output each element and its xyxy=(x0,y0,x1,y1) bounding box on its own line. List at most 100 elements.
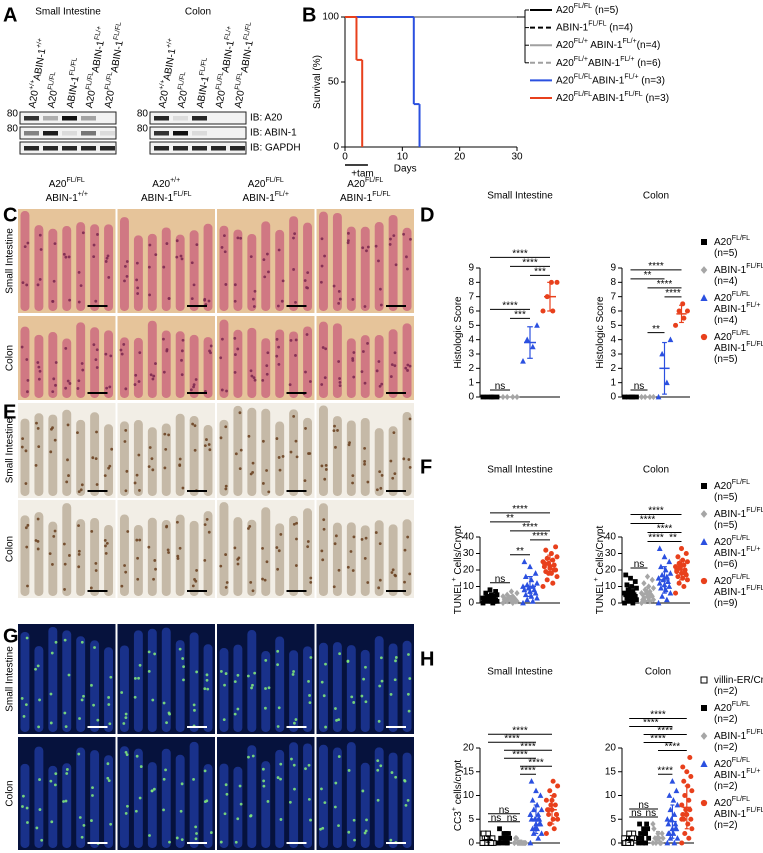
nucleus xyxy=(67,474,70,477)
nucleus xyxy=(168,712,171,716)
data-point xyxy=(634,585,639,591)
superscript: FL/FL xyxy=(746,807,763,814)
nucleus xyxy=(389,692,393,696)
nucleus xyxy=(332,284,336,288)
tissue xyxy=(303,326,312,398)
superscript: FL/FL xyxy=(746,341,763,348)
nucleus xyxy=(324,725,328,729)
nucleus xyxy=(106,776,110,780)
legend-label: ABIN-1FL/+ xyxy=(714,768,760,780)
superscript: FL/FL xyxy=(243,21,253,40)
tissue xyxy=(247,327,257,398)
nucleus xyxy=(390,571,394,574)
y-axis-label: TUNEL+ Cells/Crypt xyxy=(593,526,605,615)
data-point xyxy=(548,802,554,808)
legend-label: A20FL/FL xyxy=(714,479,750,491)
data-point xyxy=(538,806,545,813)
tissue xyxy=(175,514,185,596)
nucleus xyxy=(175,255,179,259)
text-part: A20 xyxy=(152,179,170,190)
text-part: Cells/Crypt xyxy=(595,526,606,578)
lane-label: A20FL/FLABIN-1FL/FL xyxy=(101,21,128,109)
data-point xyxy=(540,583,546,590)
significance-label: **** xyxy=(648,261,664,272)
data-point xyxy=(499,840,505,846)
data-point xyxy=(550,557,556,563)
data-point xyxy=(629,835,636,842)
nucleus xyxy=(126,530,130,533)
nucleus xyxy=(292,763,296,767)
nucleus xyxy=(135,473,139,477)
nucleus xyxy=(292,268,295,271)
nucleus xyxy=(106,254,110,258)
superscript: +/+ xyxy=(170,177,180,184)
tissue xyxy=(175,640,185,732)
nucleus xyxy=(346,239,350,243)
band xyxy=(62,146,77,151)
data-point xyxy=(482,597,487,603)
nucleus xyxy=(223,250,227,254)
nucleus xyxy=(321,558,325,562)
nucleus xyxy=(279,762,283,766)
nucleus xyxy=(333,542,337,546)
nucleus xyxy=(124,712,128,716)
nucleus xyxy=(165,721,168,725)
data-point xyxy=(628,575,633,581)
text-part: Survival (%) xyxy=(312,55,323,109)
nucleus xyxy=(225,581,229,584)
nucleus xyxy=(122,722,126,725)
text-part: cells/crypt xyxy=(453,760,464,807)
nucleus xyxy=(236,236,240,240)
data-point xyxy=(624,582,630,588)
tissue xyxy=(34,646,44,732)
significance-label: **** xyxy=(504,733,520,744)
legend-label: ABIN-1FL/+ xyxy=(714,546,760,558)
nucleus xyxy=(320,680,324,684)
nucleus xyxy=(147,545,151,549)
blot-label: IB: A20 xyxy=(250,113,283,124)
legend-marker xyxy=(700,577,708,585)
nucleus xyxy=(393,573,397,577)
nucleus xyxy=(303,279,307,282)
data-point xyxy=(676,308,682,314)
nucleus xyxy=(390,771,394,774)
nucleus xyxy=(281,279,285,283)
nucleus xyxy=(77,549,81,553)
nucleus xyxy=(251,589,255,593)
nucleus xyxy=(280,299,284,303)
data-point xyxy=(638,831,643,836)
data-point xyxy=(532,589,539,596)
nucleus xyxy=(363,305,367,308)
nucleus xyxy=(403,580,406,584)
tissue xyxy=(189,632,199,732)
significance-label: ** xyxy=(516,546,524,557)
data-point xyxy=(643,831,649,836)
nucleus xyxy=(53,783,57,787)
nucleus xyxy=(279,532,283,536)
data-point xyxy=(550,778,556,784)
nucleus xyxy=(360,370,364,374)
superscript: FL/FL xyxy=(732,479,750,486)
text-part: A20 xyxy=(714,481,732,492)
nucleus xyxy=(24,449,28,453)
group-title: Colon xyxy=(185,7,211,18)
nucleus xyxy=(351,569,355,572)
nucleus xyxy=(277,248,281,252)
nucleus xyxy=(363,462,366,466)
nucleus xyxy=(150,789,154,793)
nucleus xyxy=(276,567,280,571)
nucleus xyxy=(179,254,183,258)
tissue xyxy=(175,234,185,311)
nucleus xyxy=(306,540,310,543)
nucleus xyxy=(407,653,410,656)
tissue xyxy=(360,226,370,311)
nucleus xyxy=(304,370,307,374)
nucleus xyxy=(224,783,228,787)
tissue xyxy=(319,405,328,496)
nucleus xyxy=(377,360,381,363)
nucleus xyxy=(77,565,81,569)
nucleus xyxy=(321,346,325,349)
data-point xyxy=(659,593,665,599)
y-tick-label: 30 xyxy=(463,548,475,559)
legend-marker xyxy=(700,732,708,740)
